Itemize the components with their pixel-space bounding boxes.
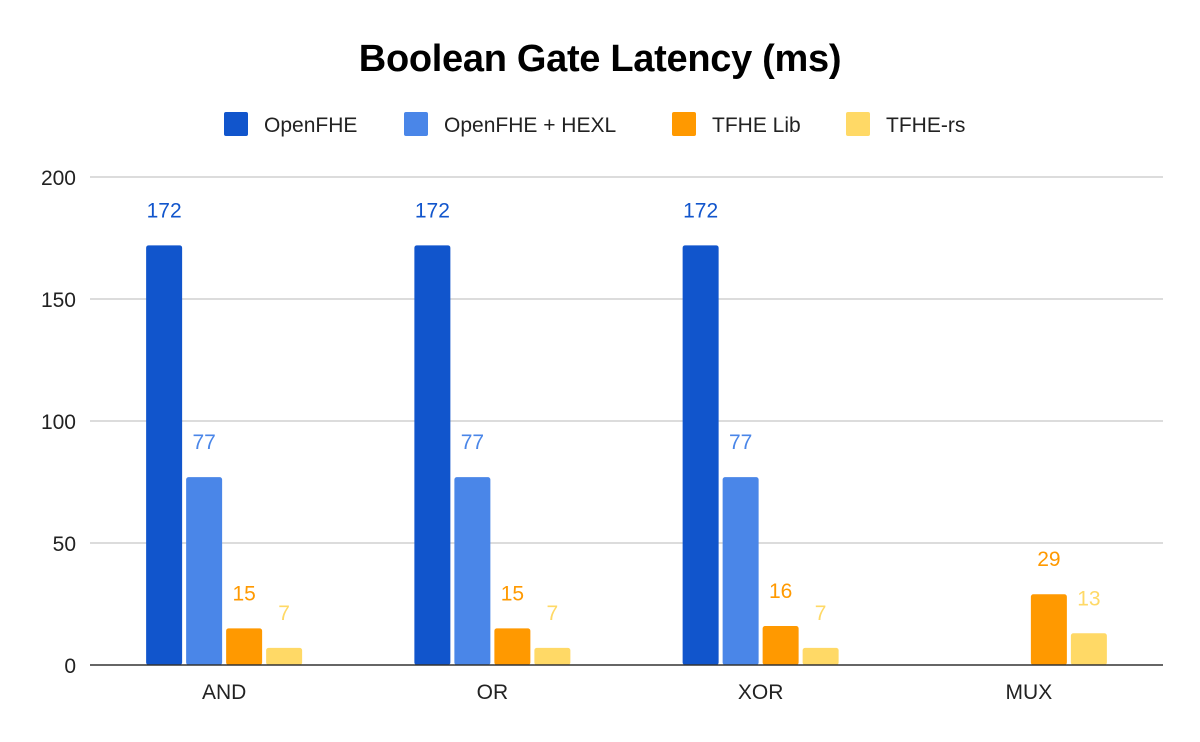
y-tick-label: 100 [41, 411, 76, 434]
data-label: 13 [1077, 587, 1100, 610]
data-label: 77 [729, 431, 752, 454]
chart-title: Boolean Gate Latency (ms) [358, 38, 842, 80]
bar [1030, 594, 1067, 665]
y-tick-label: 50 [53, 533, 76, 556]
data-label: 29 [1037, 548, 1060, 571]
bar [186, 477, 223, 665]
legend-label: TFHE-rs [886, 114, 965, 137]
legend-swatch [404, 112, 428, 136]
bar [146, 245, 183, 665]
bar [226, 628, 263, 665]
legend-swatch [672, 112, 696, 136]
data-label: 172 [683, 199, 718, 222]
data-label: 15 [501, 582, 524, 605]
legend-label: OpenFHE [264, 114, 357, 137]
data-label: 7 [547, 602, 559, 625]
x-tick-label: MUX [1006, 681, 1053, 704]
y-tick-label: 200 [41, 167, 76, 190]
legend-swatch [224, 112, 248, 136]
data-label: 77 [461, 431, 484, 454]
x-tick-label: AND [202, 681, 246, 704]
x-tick-label: XOR [738, 681, 784, 704]
y-tick-label: 150 [41, 289, 76, 312]
legend-item: TFHE Lib [672, 112, 801, 137]
legend-item: OpenFHE [224, 112, 357, 137]
legend-item: OpenFHE + HEXL [404, 112, 616, 137]
bar [266, 647, 303, 665]
data-label: 172 [147, 199, 182, 222]
data-label: 7 [278, 602, 290, 625]
legend-item: TFHE-rs [846, 112, 965, 137]
bar [494, 628, 531, 665]
bar [802, 647, 839, 665]
y-tick-label: 0 [64, 655, 76, 678]
bar [1070, 633, 1107, 665]
legend-swatch [846, 112, 870, 136]
legend-label: TFHE Lib [712, 114, 801, 137]
bar [722, 477, 759, 665]
bar [454, 477, 491, 665]
data-label: 7 [815, 602, 827, 625]
bar [682, 245, 719, 665]
data-label: 172 [415, 199, 450, 222]
data-label: 77 [192, 431, 215, 454]
x-tick-label: OR [477, 681, 509, 704]
bar [534, 647, 571, 665]
bar [414, 245, 451, 665]
legend-label: OpenFHE + HEXL [444, 114, 616, 137]
bar [762, 625, 799, 665]
data-label: 16 [769, 580, 792, 603]
data-label: 15 [232, 582, 255, 605]
